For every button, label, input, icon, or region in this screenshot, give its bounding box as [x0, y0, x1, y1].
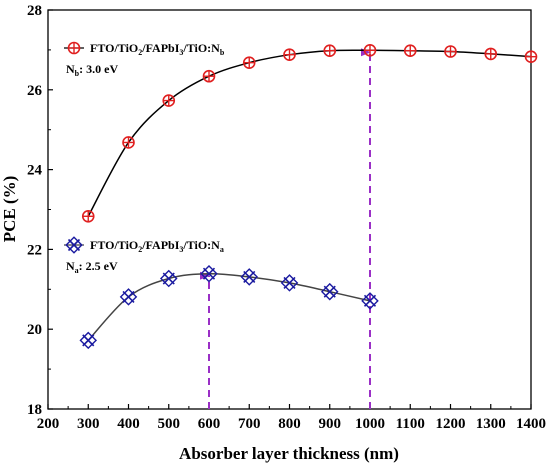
x-tick-label: 1400	[516, 416, 546, 432]
data-point	[119, 288, 138, 306]
data-point	[122, 136, 135, 149]
y-tick-label: 28	[27, 3, 42, 19]
x-tick-label: 200	[37, 416, 60, 432]
data-point	[524, 50, 538, 63]
plot-frame	[47, 9, 532, 410]
legend-label-nb: FTO/TiO2/FAPbI3/TiO:Nb	[90, 41, 225, 57]
data-point	[320, 282, 339, 301]
data-point	[200, 264, 218, 283]
legend-marker-na	[65, 236, 83, 254]
data-point	[280, 274, 299, 292]
series-line	[87, 272, 371, 341]
x-tick-label: 1300	[476, 416, 506, 432]
x-tick-label: 600	[198, 416, 221, 432]
legend-marker-nb	[67, 41, 81, 55]
data-point	[484, 47, 498, 61]
x-tick-label: 500	[158, 416, 181, 432]
data-point	[283, 48, 296, 61]
x-axis-title: Absorber layer thickness (nm)	[179, 444, 399, 463]
annotation-arrows	[200, 48, 371, 409]
data-point	[361, 292, 379, 310]
legend-label-na: FTO/TiO2/FAPbI3/TiO:Na	[90, 238, 224, 254]
x-tick-label: 300	[77, 416, 100, 432]
series-lines	[87, 49, 532, 341]
legend-entry-nb: FTO/TiO2/FAPbI3/TiO:Nb Nb: 3.0 eV	[64, 41, 225, 78]
data-point	[81, 209, 95, 223]
data-point	[240, 268, 259, 286]
data-point	[65, 236, 83, 254]
data-point	[323, 44, 337, 57]
data-point	[202, 69, 216, 83]
x-tick-label: 700	[238, 416, 261, 432]
axis-tick-labels: 200 300 400 500 600 700 800 900 1000 1100 1200 1300…	[27, 3, 546, 432]
y-axis-title: PCE (%)	[0, 176, 19, 243]
data-point	[363, 43, 377, 57]
legend-note-nb: Nb: 3.0 eV	[66, 62, 118, 78]
x-tick-label: 900	[319, 416, 342, 432]
x-tick-label: 1100	[396, 416, 425, 432]
y-tick-label: 20	[27, 322, 42, 338]
axis-ticks	[47, 9, 532, 410]
x-tick-label: 400	[117, 416, 140, 432]
y-tick-label: 26	[27, 83, 43, 99]
data-point	[242, 56, 256, 69]
y-tick-label: 18	[27, 402, 42, 418]
data-point	[444, 45, 457, 58]
data-point	[159, 269, 178, 288]
data-point	[403, 44, 417, 57]
legend-entry-na: FTO/TiO2/FAPbI3/TiO:Na Na: 2.5 eV	[64, 236, 224, 275]
data-point	[79, 331, 98, 350]
y-tick-label: 22	[27, 242, 42, 258]
x-tick-label: 800	[278, 416, 301, 432]
series-line	[87, 49, 532, 217]
data-point	[67, 41, 81, 55]
series-markers	[79, 43, 538, 350]
x-tick-label: 1000	[355, 416, 385, 432]
y-tick-label: 24	[27, 163, 43, 179]
data-point	[162, 94, 176, 107]
x-tick-label: 1200	[436, 416, 466, 432]
legend-note-na: Na: 2.5 eV	[66, 259, 118, 275]
